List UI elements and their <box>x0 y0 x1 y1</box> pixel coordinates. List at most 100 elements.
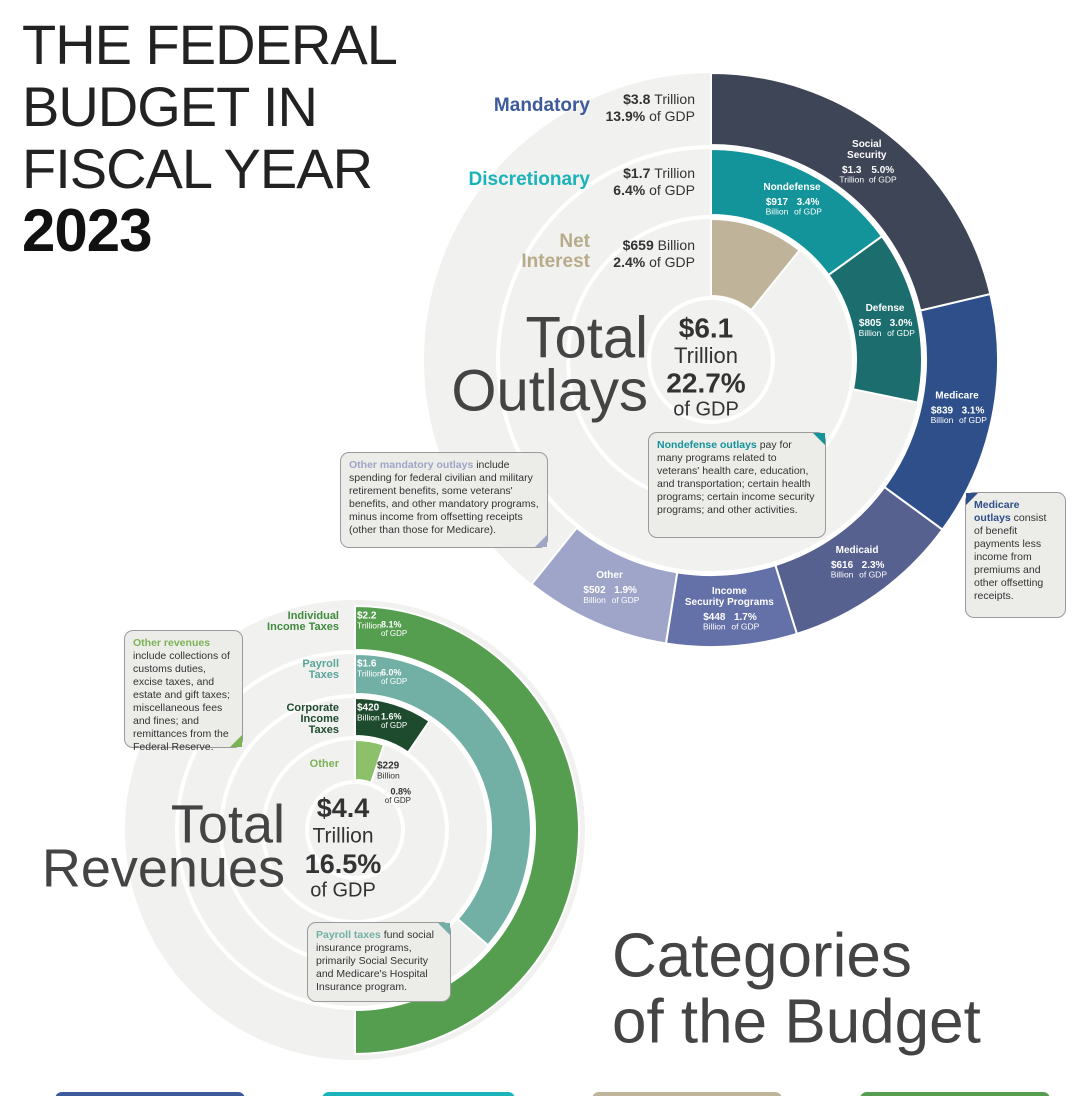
title-line: FISCAL YEAR <box>22 137 373 200</box>
category-gdp-suffix: of GDP <box>381 629 407 638</box>
callout-lead: Other mandatory outlays <box>349 459 474 471</box>
category-gdp-suffix: of GDP <box>381 721 407 730</box>
suffix: of GDP <box>649 108 695 124</box>
category-amount: $1.6 <box>357 659 377 670</box>
total-heading: Outlays <box>451 358 648 423</box>
segment-name: Defense <box>866 303 905 314</box>
total-unit: Trillion <box>312 825 373 848</box>
revenue-segment <box>354 604 580 1056</box>
ring-divider <box>175 650 535 1010</box>
footer-heading: of the Budget <box>612 987 981 1056</box>
category-name: Income <box>300 713 339 725</box>
segment-gdp: 3.0% <box>890 318 913 329</box>
category-gdp: 6.0% <box>381 667 402 677</box>
ring-divider <box>647 296 775 424</box>
segment-amount: $839 <box>931 406 954 417</box>
amount: $1.7 <box>623 165 650 181</box>
group-name: Discretionary <box>469 169 591 190</box>
category-name: Individual <box>288 610 339 622</box>
segment-amount: $502 <box>583 585 606 596</box>
segment-amount: $616 <box>831 560 854 571</box>
group-gdp: 6.4% of GDP <box>613 182 695 198</box>
callout-corner <box>230 735 242 747</box>
gdp: 6.4% <box>613 182 645 198</box>
segment-gdp-suffix: of GDP <box>959 415 987 425</box>
total-amount: $6.1 <box>679 312 734 343</box>
ring-divider <box>496 145 926 575</box>
revenue-segment <box>354 696 431 754</box>
suffix: of GDP <box>649 182 695 198</box>
total-unit: Trillion <box>674 343 738 368</box>
segment-unit: Billion <box>931 415 954 425</box>
total-heading: Revenues <box>42 838 285 898</box>
callout: Other revenues include collections of cu… <box>124 630 243 753</box>
category-name: Income Taxes <box>267 621 339 633</box>
segment-gdp-suffix: of GDP <box>731 622 759 632</box>
callout: Medicare outlays consist of benefit paym… <box>965 492 1066 618</box>
outlay-segment <box>710 217 801 312</box>
callout: Nondefense outlays pay for many programs… <box>648 432 826 538</box>
title-line: BUDGET IN <box>22 75 318 138</box>
segment-name: Security <box>847 150 887 161</box>
revenue-segment <box>354 738 386 784</box>
segment-gdp-suffix: of GDP <box>859 569 887 579</box>
total-gdp: 22.7% <box>666 367 745 398</box>
callout-text: include spending for federal civilian an… <box>349 459 539 536</box>
gdp: 13.9% <box>606 108 646 124</box>
title: THE FEDERAL BUDGET IN FISCAL YEAR 2023 <box>22 14 398 264</box>
category-gdp-suffix: of GDP <box>381 677 407 686</box>
group-name: Mandatory <box>494 95 591 116</box>
total-gdp: 16.5% <box>305 849 382 879</box>
group-amount: $3.8 Trillion <box>623 91 695 107</box>
category-name: Taxes <box>309 669 339 681</box>
unit: Billion <box>658 237 695 253</box>
revenue-segment <box>354 652 532 947</box>
total-heading: Total <box>525 305 648 370</box>
group-gdp: 13.9% of GDP <box>606 108 696 124</box>
ring-divider <box>305 780 405 880</box>
category-unit: Billion <box>357 712 380 722</box>
segment-amount: $1.3 <box>842 165 862 176</box>
category-amount: $229 <box>377 761 400 772</box>
footer-heading: Categories <box>612 921 912 990</box>
group-amount: $1.7 Trillion <box>623 165 695 181</box>
amount: $3.8 <box>623 91 650 107</box>
total-heading: Total <box>171 794 285 854</box>
group-name: Net <box>559 231 590 252</box>
category-unit: Trillion <box>357 668 382 678</box>
category-gdp: 1.6% <box>381 711 402 721</box>
segment-gdp: 3.4% <box>797 197 820 208</box>
category-amount: $2.2 <box>357 611 377 622</box>
callout-corner <box>813 433 825 445</box>
tab <box>592 1092 782 1096</box>
outlay-segment <box>530 526 679 645</box>
category-name: Corporate <box>286 702 339 714</box>
callout: Payroll taxes fund social insurance prog… <box>307 922 451 1002</box>
segment-name: Other <box>596 570 623 581</box>
segment-unit: Billion <box>703 622 726 632</box>
category-unit: Trillion <box>357 620 382 630</box>
category-amount: $420 <box>357 703 380 714</box>
segment-name: Social <box>852 139 882 150</box>
callout-corner <box>966 493 978 505</box>
category-name: Taxes <box>309 724 339 736</box>
segment-gdp: 2.3% <box>862 560 885 571</box>
callout-text: consist of benefit payments less income … <box>974 512 1047 602</box>
title-year: 2023 <box>22 197 152 264</box>
segment-gdp-suffix: of GDP <box>869 174 897 184</box>
segment-name: Security Programs <box>685 597 774 608</box>
segment-unit: Billion <box>859 328 882 338</box>
suffix: of GDP <box>649 254 695 270</box>
segment-gdp: 5.0% <box>871 165 894 176</box>
callout-corner <box>535 535 547 547</box>
segment-unit: Trillion <box>839 174 864 184</box>
segment-name: Nondefense <box>763 182 821 193</box>
group-name: Interest <box>521 251 590 272</box>
segment-unit: Billion <box>831 569 854 579</box>
callout-lead: Medicare outlays <box>974 499 1020 524</box>
callout: Other mandatory outlays include spending… <box>340 452 548 548</box>
segment-gdp: 3.1% <box>962 406 985 417</box>
callout-text: include collections of customs duties, e… <box>133 650 230 753</box>
